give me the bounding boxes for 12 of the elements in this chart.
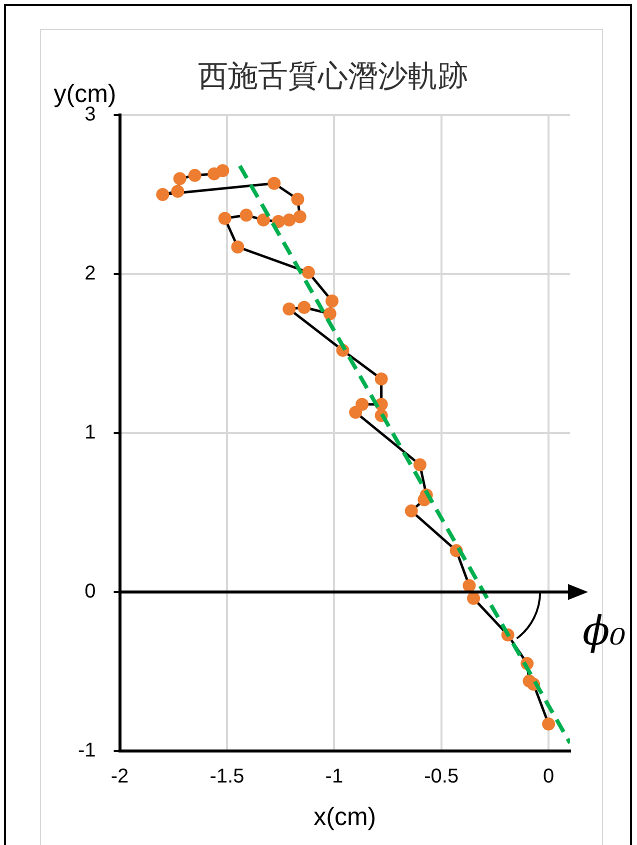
y-tick-label: 2	[84, 262, 96, 285]
x-tick-label: -1.5	[210, 766, 244, 788]
y-tick-label: -1	[78, 740, 96, 762]
x-axis-title: x(cm)	[314, 802, 376, 831]
x-tick-label: -0.5	[424, 766, 459, 788]
x-tick-label: -2	[110, 766, 129, 788]
y-tick-label: 0	[84, 580, 96, 603]
chart-title: 西施舌質心潛沙軌跡	[198, 58, 468, 94]
x-tick-label: 0	[543, 766, 554, 788]
annotation: ϕ₀	[582, 608, 626, 654]
y-tick-label: 1	[84, 422, 96, 444]
x-tick-label: -1	[325, 766, 344, 788]
